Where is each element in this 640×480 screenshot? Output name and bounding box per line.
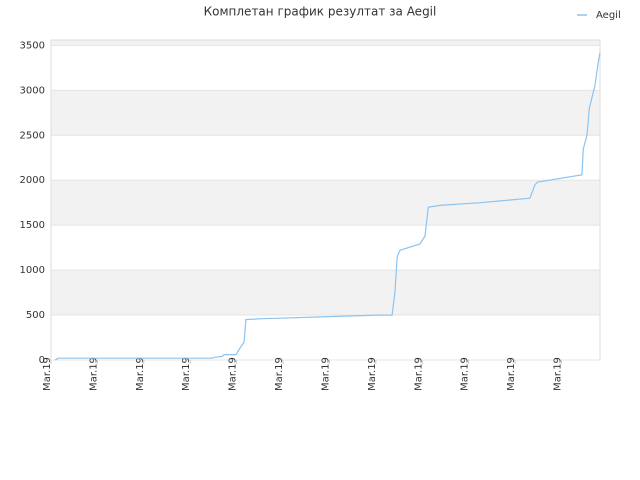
- x-tick-label: Mar.19: [320, 357, 331, 391]
- legend-label: Aegil: [596, 10, 621, 21]
- x-tick-label: Mar.19: [88, 357, 99, 391]
- grid-band: [51, 40, 600, 46]
- y-tick-label: 1000: [20, 265, 45, 276]
- x-tick-label: Mar.19: [181, 357, 192, 391]
- chart-title: Комплетан график резултат за Aegil: [204, 5, 437, 19]
- x-tick-label: Mar.19: [367, 357, 378, 391]
- grid-band: [51, 90, 600, 136]
- y-tick-label: 500: [26, 310, 45, 321]
- grid-band: [51, 270, 600, 316]
- x-tick-label: Mar.19: [506, 357, 517, 391]
- y-tick-label: 2000: [20, 175, 45, 186]
- data-line: [54, 52, 601, 361]
- y-tick-label: 3500: [20, 40, 45, 51]
- y-tick-label: 0: [39, 355, 45, 366]
- x-tick-label: Mar.19: [135, 357, 146, 391]
- y-tick-label: 2500: [20, 130, 45, 141]
- x-tick-label: Mar.19: [42, 357, 53, 391]
- x-tick-label: Mar.19: [413, 357, 424, 391]
- x-tick-label: Mar.19: [274, 357, 285, 391]
- x-tick-label: Mar.19: [552, 357, 563, 391]
- x-tick-label: Mar.19: [460, 357, 471, 391]
- y-tick-label: 3000: [20, 85, 45, 96]
- y-tick-label: 1500: [20, 220, 45, 231]
- x-tick-label: Mar.19: [228, 357, 239, 391]
- grid-band: [51, 180, 600, 226]
